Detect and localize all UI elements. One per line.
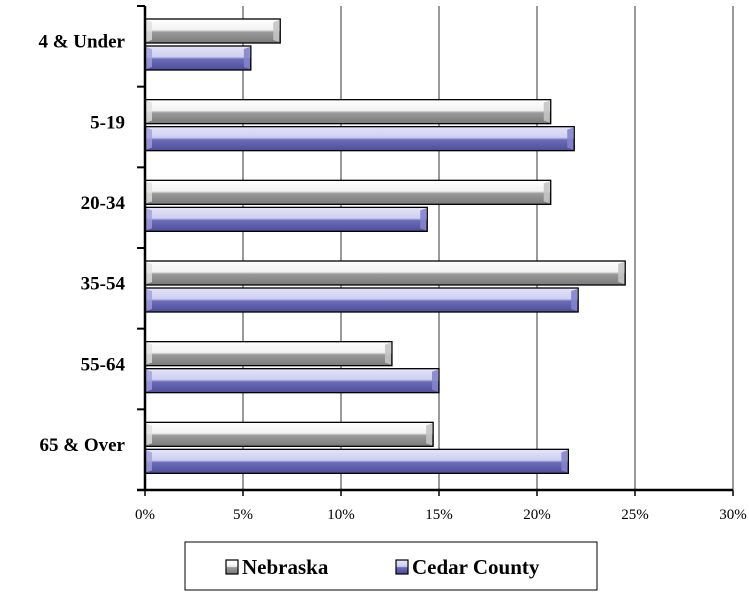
category-label-55-64: 55-64 — [81, 354, 126, 375]
legend-swatch-nebraska — [225, 559, 239, 575]
bar-bevel — [420, 208, 427, 231]
bar-bevel — [146, 450, 152, 473]
bar-bevel — [543, 100, 550, 123]
bar-cedar-county-35-54 — [144, 287, 579, 313]
bar-cedar-county-4-and-under — [144, 45, 252, 71]
bar-nebraska-4-and-under — [144, 18, 281, 44]
bar-bevel — [146, 47, 152, 69]
bar-nebraska-35-54 — [144, 260, 626, 286]
x-tick-label: 10% — [327, 507, 355, 523]
bar-bevel — [146, 100, 152, 123]
x-tick-label: 5% — [233, 507, 253, 523]
category-label-65-and-over: 65 & Over — [40, 435, 126, 456]
bar-bevel — [243, 47, 250, 69]
x-tick-label: 0% — [135, 507, 155, 523]
bar-bevel — [146, 208, 152, 231]
category-label-5-19: 5-19 — [90, 112, 125, 133]
bar-nebraska-5-19 — [144, 99, 552, 125]
bar-bevel — [146, 181, 152, 204]
bar-bevel — [146, 423, 152, 446]
legend-label-cedar-county: Cedar County — [412, 555, 540, 579]
bar-cedar-county-20-34 — [144, 206, 428, 232]
bars — [144, 18, 626, 474]
category-label-35-54: 35-54 — [81, 274, 126, 295]
bar-bevel — [146, 369, 152, 392]
axes — [137, 5, 734, 496]
x-tick-label: 15% — [425, 507, 453, 523]
bar-bevel — [543, 181, 550, 204]
x-tick-label: 20% — [523, 507, 551, 523]
bar-bevel — [146, 289, 152, 311]
gridlines — [242, 6, 734, 490]
x-tick-label: 30% — [719, 507, 747, 523]
bar-bevel — [571, 289, 578, 311]
bar-nebraska-65-and-over — [144, 421, 434, 447]
bar-bevel — [146, 342, 152, 365]
category-label-4-and-under: 4 & Under — [38, 32, 125, 53]
bar-bevel — [384, 342, 391, 365]
bar-bevel — [618, 262, 625, 284]
bar-bevel — [561, 450, 568, 473]
bar-bevel — [146, 127, 152, 150]
bar-bevel — [432, 369, 438, 392]
bar-bevel — [273, 20, 280, 42]
legend-label-nebraska: Nebraska — [242, 555, 329, 579]
legend-box — [184, 541, 598, 591]
bar-cedar-county-5-19 — [144, 126, 575, 152]
bar-bevel — [146, 262, 152, 284]
bar-bevel — [567, 127, 574, 150]
bar-nebraska-55-64 — [144, 341, 393, 367]
x-tick-label: 25% — [621, 507, 649, 523]
bar-bevel — [146, 20, 152, 42]
legend-swatch-cedar-county — [395, 559, 409, 575]
bar-nebraska-20-34 — [144, 179, 552, 205]
x-tick-labels: 0% 5% 10% 15% 20% 25% 30% — [135, 507, 747, 523]
bar-cedar-county-65-and-over — [144, 448, 570, 474]
category-label-20-34: 20-34 — [81, 193, 126, 214]
bar-cedar-county-55-64 — [144, 368, 440, 394]
category-labels: 4 & Under 5-19 20-34 35-54 55-64 65 & Over — [38, 32, 125, 456]
legend: Nebraska Cedar County — [184, 541, 598, 591]
bar-bevel — [426, 423, 433, 446]
